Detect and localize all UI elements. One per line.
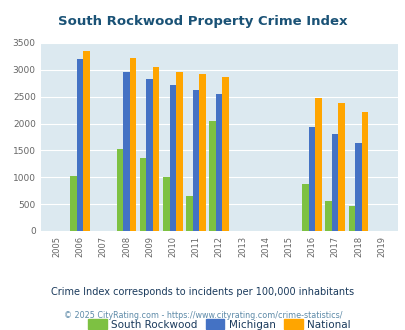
Bar — [153, 67, 159, 231]
Bar — [77, 59, 83, 231]
Bar — [222, 77, 228, 231]
Bar — [325, 201, 331, 231]
Text: South Rockwood Property Crime Index: South Rockwood Property Crime Index — [58, 15, 347, 28]
Bar — [169, 85, 176, 231]
Bar — [146, 79, 153, 231]
Bar — [361, 112, 367, 231]
Bar — [215, 94, 222, 231]
Text: Crime Index corresponds to incidents per 100,000 inhabitants: Crime Index corresponds to incidents per… — [51, 287, 354, 297]
Bar — [209, 121, 215, 231]
Bar — [348, 206, 354, 231]
Bar — [338, 103, 344, 231]
Bar — [308, 127, 315, 231]
Bar — [123, 73, 129, 231]
Bar — [354, 143, 361, 231]
Bar — [199, 74, 205, 231]
Bar — [192, 90, 199, 231]
Legend: South Rockwood, Michigan, National: South Rockwood, Michigan, National — [84, 315, 354, 330]
Bar — [83, 51, 90, 231]
Bar — [129, 58, 136, 231]
Bar — [70, 176, 77, 231]
Bar — [315, 98, 321, 231]
Bar — [331, 134, 338, 231]
Bar — [176, 72, 182, 231]
Text: © 2025 CityRating.com - https://www.cityrating.com/crime-statistics/: © 2025 CityRating.com - https://www.city… — [64, 311, 341, 320]
Bar — [140, 158, 146, 231]
Bar — [186, 196, 192, 231]
Bar — [163, 177, 169, 231]
Bar — [116, 149, 123, 231]
Bar — [302, 184, 308, 231]
